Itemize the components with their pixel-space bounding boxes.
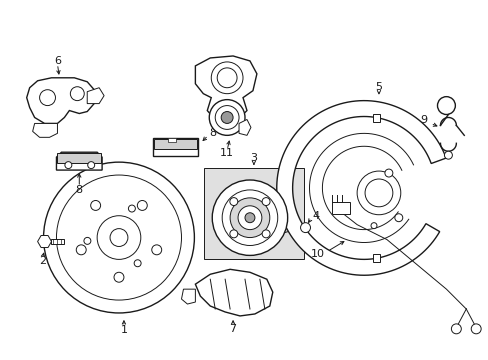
Text: 10: 10 <box>310 249 324 260</box>
Bar <box>204 168 303 260</box>
Polygon shape <box>181 289 195 304</box>
Circle shape <box>65 162 72 168</box>
Circle shape <box>40 90 55 105</box>
Text: 4: 4 <box>312 211 319 221</box>
Circle shape <box>365 179 392 207</box>
Circle shape <box>470 324 480 334</box>
Bar <box>372 114 380 122</box>
Text: 6: 6 <box>54 56 61 66</box>
Circle shape <box>110 229 128 247</box>
Text: 3: 3 <box>250 153 257 163</box>
Polygon shape <box>56 152 102 170</box>
Circle shape <box>97 216 141 260</box>
Circle shape <box>211 62 243 94</box>
Circle shape <box>76 245 86 255</box>
Text: 7: 7 <box>229 324 236 334</box>
Circle shape <box>151 245 162 255</box>
Polygon shape <box>27 78 94 123</box>
Circle shape <box>444 151 451 159</box>
Bar <box>57 153 101 163</box>
Circle shape <box>394 214 402 222</box>
Circle shape <box>212 180 287 255</box>
Bar <box>153 139 197 149</box>
Text: 2: 2 <box>39 256 46 266</box>
Circle shape <box>56 175 181 300</box>
Circle shape <box>134 260 141 267</box>
Circle shape <box>114 272 123 282</box>
Polygon shape <box>195 269 272 316</box>
Circle shape <box>229 198 237 206</box>
Circle shape <box>70 87 84 100</box>
Circle shape <box>229 230 237 238</box>
Text: 5: 5 <box>375 82 382 92</box>
Text: 11: 11 <box>220 148 234 158</box>
Text: 1: 1 <box>120 325 127 335</box>
Circle shape <box>217 68 237 88</box>
Text: 8: 8 <box>209 129 216 138</box>
Circle shape <box>356 171 400 215</box>
Bar <box>50 239 64 244</box>
Bar <box>167 138 175 142</box>
Polygon shape <box>38 235 51 248</box>
Text: 8: 8 <box>76 185 82 195</box>
Circle shape <box>90 201 101 210</box>
Circle shape <box>244 213 254 223</box>
Circle shape <box>238 206 262 230</box>
Polygon shape <box>276 100 445 275</box>
Polygon shape <box>239 120 250 135</box>
Circle shape <box>215 105 239 129</box>
Polygon shape <box>195 56 256 121</box>
Text: 9: 9 <box>419 116 427 126</box>
Circle shape <box>137 201 147 210</box>
Circle shape <box>128 205 135 212</box>
Bar <box>332 202 349 214</box>
Polygon shape <box>87 88 104 104</box>
Bar <box>372 254 380 262</box>
Circle shape <box>230 198 269 238</box>
Circle shape <box>43 162 194 313</box>
Circle shape <box>209 100 244 135</box>
Circle shape <box>300 223 310 233</box>
Bar <box>152 138 198 156</box>
Circle shape <box>221 112 233 123</box>
Circle shape <box>262 198 269 206</box>
Circle shape <box>84 237 91 244</box>
Circle shape <box>222 190 277 246</box>
Circle shape <box>262 230 269 238</box>
Circle shape <box>370 223 376 229</box>
Circle shape <box>450 324 460 334</box>
Circle shape <box>87 162 95 168</box>
Circle shape <box>384 169 392 177</box>
Polygon shape <box>33 123 57 137</box>
